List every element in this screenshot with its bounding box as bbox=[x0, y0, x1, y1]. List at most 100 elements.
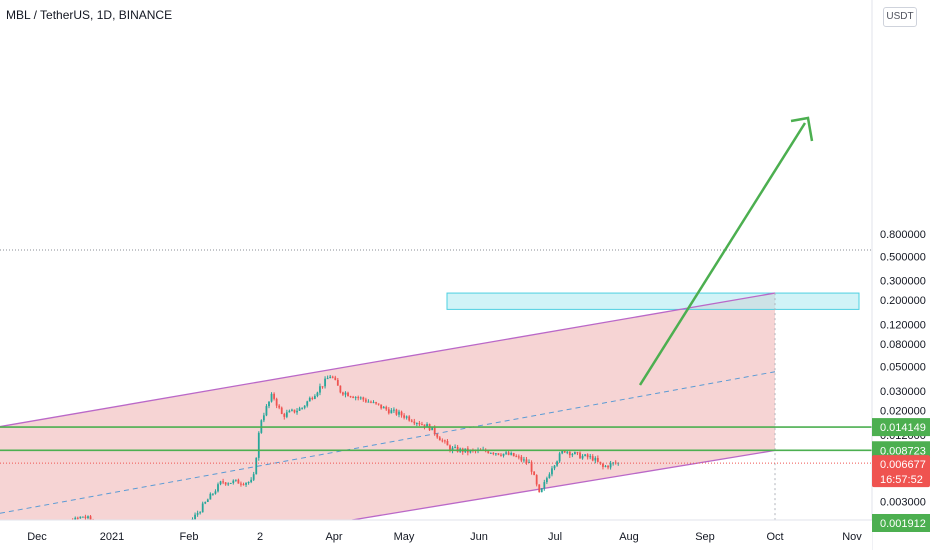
candle-body bbox=[359, 397, 362, 399]
candle bbox=[240, 481, 242, 487]
candle bbox=[79, 516, 82, 519]
candle-body bbox=[512, 453, 515, 457]
candle bbox=[525, 456, 528, 465]
candle-body bbox=[403, 415, 406, 418]
candle bbox=[352, 395, 355, 399]
candle-body bbox=[523, 459, 525, 461]
candle bbox=[456, 445, 459, 453]
candle bbox=[553, 465, 556, 471]
candle bbox=[370, 400, 372, 404]
candle-body bbox=[357, 397, 360, 399]
candle-body bbox=[492, 452, 495, 454]
candle-body bbox=[525, 459, 528, 463]
candle bbox=[548, 472, 551, 479]
candle-body bbox=[431, 426, 434, 431]
candle-body bbox=[530, 462, 533, 472]
candle bbox=[196, 510, 199, 517]
candle-body bbox=[255, 457, 258, 475]
current-price-value: 0.006677 bbox=[880, 459, 926, 471]
candle-body bbox=[79, 516, 82, 519]
candle bbox=[283, 412, 286, 420]
candle-body bbox=[283, 413, 286, 417]
candle-body bbox=[413, 421, 416, 424]
candle bbox=[87, 515, 89, 520]
time-axis[interactable]: Dec 2021 Feb 2 Apr May Jun Jul Aug Sep Oct Nov bbox=[0, 519, 872, 550]
candle bbox=[306, 400, 309, 408]
candle-body bbox=[354, 397, 357, 399]
candle bbox=[331, 375, 334, 379]
candle bbox=[387, 407, 390, 415]
candle-body bbox=[308, 397, 311, 402]
candle bbox=[250, 477, 253, 484]
candle-body bbox=[280, 407, 283, 414]
candle-body bbox=[574, 452, 576, 455]
candle-body bbox=[217, 484, 219, 492]
candle bbox=[316, 391, 319, 398]
candle bbox=[556, 460, 558, 467]
time-tick-label: 2021 bbox=[100, 531, 124, 543]
price-axis[interactable]: 0.800000 0.500000 0.300000 0.200000 0.120000… bbox=[871, 0, 932, 550]
candle-body bbox=[291, 409, 293, 411]
candle bbox=[523, 456, 525, 463]
time-tick-label: May bbox=[394, 531, 415, 543]
candle-body bbox=[301, 407, 304, 409]
candle bbox=[321, 386, 324, 389]
candle bbox=[403, 413, 406, 420]
candle-body bbox=[375, 402, 377, 404]
candle-body bbox=[313, 395, 316, 399]
candle-body bbox=[556, 461, 558, 466]
candle bbox=[194, 512, 196, 520]
currency-badge[interactable]: USDT bbox=[883, 7, 917, 27]
candle bbox=[280, 406, 283, 415]
candle-body bbox=[288, 410, 291, 413]
candle bbox=[507, 450, 510, 456]
candle-body bbox=[446, 441, 449, 446]
candle-body bbox=[563, 450, 566, 453]
candle-body bbox=[324, 378, 326, 387]
candle-body bbox=[604, 465, 607, 467]
candle-body bbox=[612, 462, 615, 464]
current-price-countdown: 16:57:52 bbox=[880, 474, 923, 486]
candle bbox=[349, 395, 352, 398]
level-price-label-text: 0.008723 bbox=[880, 445, 926, 457]
candle bbox=[604, 465, 607, 468]
candle bbox=[308, 396, 311, 402]
candle bbox=[372, 400, 375, 404]
candle-body bbox=[201, 503, 204, 513]
candle-body bbox=[382, 406, 385, 409]
candle-body bbox=[548, 474, 551, 479]
candle bbox=[357, 395, 360, 401]
candle bbox=[382, 405, 385, 409]
level-price-label-text: 0.014149 bbox=[880, 422, 926, 434]
candle-body bbox=[561, 450, 564, 454]
candle-body bbox=[326, 378, 329, 380]
candle-body bbox=[438, 437, 441, 441]
candle-body bbox=[352, 396, 355, 398]
candle-body bbox=[84, 516, 87, 518]
candle-body bbox=[227, 483, 230, 485]
candle-body bbox=[596, 458, 599, 462]
candle-body bbox=[245, 482, 247, 485]
candle-body bbox=[449, 445, 451, 451]
candle-body bbox=[456, 446, 459, 452]
candle bbox=[533, 471, 536, 476]
candle-body bbox=[433, 426, 436, 435]
candle-body bbox=[311, 397, 314, 399]
candle-body bbox=[551, 468, 553, 475]
candle bbox=[589, 453, 592, 460]
candle-body bbox=[589, 456, 592, 458]
candle-body bbox=[489, 452, 492, 454]
symbol-header[interactable]: MBL / TetherUS, 1D, BINANCE bbox=[6, 8, 173, 22]
time-tick-label: Feb bbox=[180, 531, 199, 543]
candle bbox=[380, 404, 383, 410]
candle bbox=[326, 375, 329, 380]
candle-body bbox=[426, 424, 428, 428]
candle-body bbox=[487, 451, 490, 454]
candle-body bbox=[257, 432, 260, 458]
candle bbox=[229, 482, 232, 484]
candle bbox=[492, 452, 495, 456]
candle-body bbox=[209, 493, 212, 500]
candle-body bbox=[558, 453, 561, 462]
candle bbox=[596, 455, 599, 463]
